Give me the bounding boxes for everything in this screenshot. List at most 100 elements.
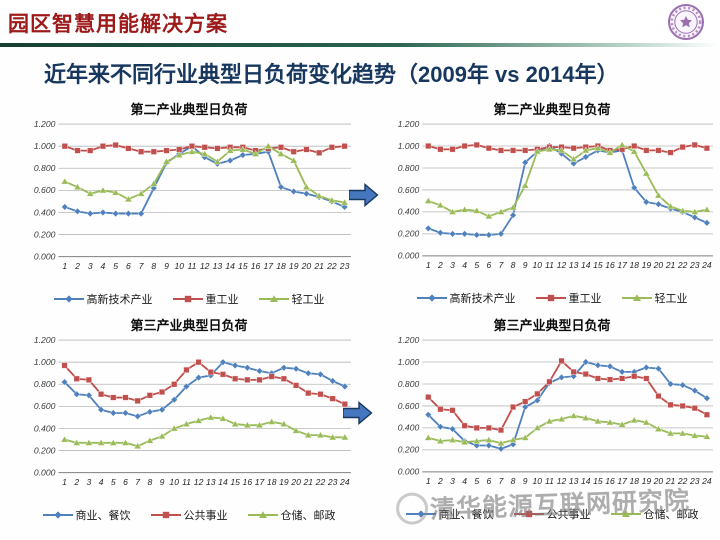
svg-text:17: 17 (255, 477, 266, 487)
svg-text:10: 10 (533, 476, 543, 486)
legend-item: 重工业 (535, 290, 602, 306)
svg-text:18: 18 (276, 261, 286, 271)
svg-text:0.200: 0.200 (34, 445, 56, 455)
svg-text:4: 4 (462, 476, 467, 486)
svg-text:1.200: 1.200 (34, 119, 56, 129)
legend-label: 轻工业 (291, 294, 325, 307)
svg-text:6: 6 (126, 261, 131, 271)
svg-text:13: 13 (569, 476, 579, 486)
legend-item: 重工业 (172, 291, 239, 307)
svg-text:14: 14 (218, 477, 228, 487)
svg-text:1: 1 (62, 261, 67, 271)
svg-text:0.200: 0.200 (34, 229, 56, 239)
svg-text:11: 11 (545, 476, 554, 486)
svg-text:0.600: 0.600 (398, 185, 420, 195)
svg-text:5: 5 (474, 476, 479, 486)
chart-tertiary-industry-2014: 第三产业典型日负荷 0.000 0.200 0.400 0.600 0.800 1.000… (386, 315, 718, 522)
svg-text:13: 13 (569, 260, 579, 270)
header-divider (0, 43, 720, 47)
svg-text:0.400: 0.400 (34, 423, 56, 433)
svg-text:15: 15 (238, 261, 248, 271)
svg-text:16: 16 (243, 477, 253, 487)
legend-item: 轻工业 (258, 291, 325, 307)
legend-item: 商业、餐饮 (42, 507, 131, 523)
svg-text:21: 21 (665, 476, 676, 486)
chart-secondary-industry-2014: 第二产业典型日负荷 0.000 0.200 0.400 0.600 0.800 1.000… (386, 99, 718, 306)
transition-arrow-icon (342, 400, 373, 430)
svg-text:19: 19 (642, 476, 652, 486)
triangle-marker-icon (258, 295, 289, 303)
svg-text:9: 9 (523, 476, 528, 486)
svg-text:14: 14 (225, 261, 235, 271)
svg-text:3: 3 (88, 261, 93, 271)
svg-text:1: 1 (426, 260, 431, 270)
svg-text:5: 5 (111, 477, 116, 487)
svg-text:10: 10 (533, 260, 543, 270)
legend-label: 商业、餐饮 (438, 509, 494, 522)
svg-text:0.400: 0.400 (398, 423, 420, 433)
svg-text:24: 24 (701, 476, 712, 486)
legend-item: 公共事业 (513, 506, 591, 522)
svg-text:12: 12 (557, 260, 567, 270)
chart-legend: 商业、餐饮 公共事业 仓储、邮政 (386, 506, 718, 522)
svg-text:15: 15 (230, 477, 240, 487)
svg-text:23: 23 (339, 261, 350, 271)
svg-text:19: 19 (279, 477, 289, 487)
svg-text:2: 2 (437, 260, 443, 270)
svg-text:9: 9 (164, 261, 169, 271)
svg-text:15: 15 (593, 476, 603, 486)
chart-title: 第三产业典型日负荷 (130, 318, 248, 333)
svg-text:19: 19 (642, 260, 652, 270)
svg-text:23: 23 (689, 260, 700, 270)
chart-title: 第二产业典型日负荷 (130, 102, 248, 117)
triangle-marker-icon (621, 294, 652, 302)
svg-text:13: 13 (206, 477, 216, 487)
svg-text:9: 9 (523, 260, 528, 270)
svg-text:4: 4 (462, 260, 467, 270)
header-title: 园区智慧用能解决方案 (8, 13, 228, 36)
svg-text:23: 23 (327, 477, 338, 487)
svg-text:14: 14 (581, 476, 591, 486)
svg-text:6: 6 (486, 260, 491, 270)
svg-text:21: 21 (302, 477, 313, 487)
svg-text:21: 21 (313, 261, 324, 271)
diamond-marker-icon (416, 294, 447, 302)
diamond-marker-icon (42, 511, 73, 519)
svg-text:3: 3 (87, 477, 92, 487)
legend-item: 公共事业 (150, 507, 228, 523)
svg-text:7: 7 (499, 260, 505, 270)
svg-text:1.000: 1.000 (398, 357, 420, 367)
chart-title: 第三产业典型日负荷 (493, 318, 611, 333)
svg-text:1.200: 1.200 (398, 119, 420, 129)
svg-text:14: 14 (581, 260, 591, 270)
svg-text:1.000: 1.000 (34, 357, 56, 367)
svg-text:17: 17 (263, 261, 274, 271)
svg-text:16: 16 (251, 261, 261, 271)
svg-text:17: 17 (617, 476, 628, 486)
svg-text:1.200: 1.200 (398, 335, 420, 345)
svg-text:3: 3 (450, 260, 455, 270)
diamond-marker-icon (53, 295, 84, 303)
svg-text:22: 22 (315, 477, 326, 487)
legend-item: 轻工业 (621, 290, 688, 306)
slide-title: 近年来不同行业典型日负荷变化趋势（2009年 vs 2014年） (44, 62, 619, 87)
svg-text:8: 8 (511, 260, 516, 270)
svg-text:11: 11 (188, 261, 197, 271)
svg-text:22: 22 (677, 476, 688, 486)
svg-text:8: 8 (147, 477, 152, 487)
svg-text:0.000: 0.000 (34, 468, 56, 478)
svg-text:18: 18 (629, 260, 639, 270)
chart-secondary-industry-2009: 第二产业典型日负荷 0.000 0.200 0.400 0.600 0.800 1.000… (22, 99, 356, 307)
legend-label: 高新技术产业 (449, 293, 516, 306)
svg-text:1: 1 (426, 476, 431, 486)
legend-label: 重工业 (205, 294, 239, 307)
svg-text:10: 10 (169, 477, 179, 487)
svg-text:2: 2 (74, 261, 80, 271)
svg-text:4: 4 (99, 477, 104, 487)
svg-text:18: 18 (267, 477, 277, 487)
svg-text:23: 23 (689, 476, 700, 486)
